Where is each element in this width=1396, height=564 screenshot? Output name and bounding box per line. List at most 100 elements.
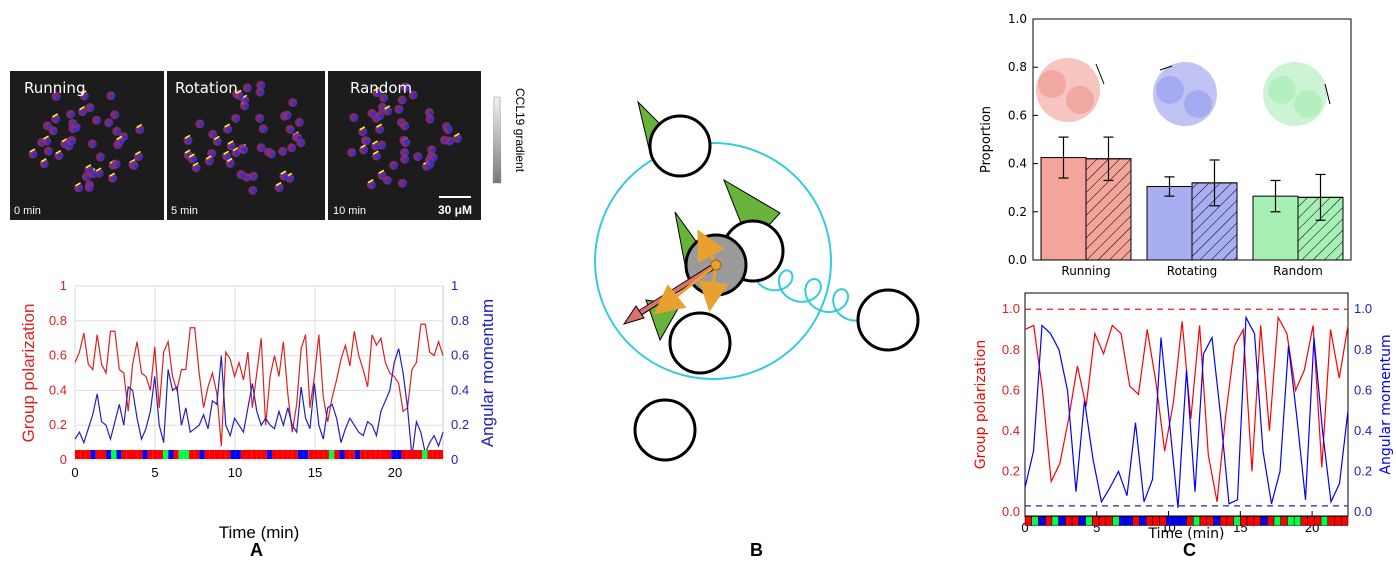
state-cell	[1226, 516, 1234, 526]
state-cell	[1206, 516, 1214, 526]
cell-vector	[376, 123, 382, 128]
cell-nucleus	[46, 139, 51, 145]
cell-nucleus	[226, 155, 231, 160]
schematic-b	[594, 100, 920, 462]
ytick-left: 0.0	[1002, 504, 1020, 519]
state-cell	[1166, 516, 1174, 526]
state-cell	[157, 450, 164, 459]
gradient-label: CCL19 gradient	[513, 88, 527, 173]
cell-nucleus	[88, 168, 94, 173]
state-cell	[1334, 516, 1342, 526]
cell-vector	[188, 153, 195, 158]
cell-vector	[372, 140, 379, 145]
panel-label-c: C	[1183, 540, 1196, 560]
state-cell	[147, 450, 153, 459]
cell-nucleus	[299, 121, 304, 126]
ytick: 1.0	[1008, 12, 1027, 26]
ytick-left: 0.4	[49, 382, 67, 397]
cell-vector	[372, 150, 379, 155]
cell-nucleus	[362, 130, 367, 136]
state-cell	[365, 450, 371, 459]
state-cell	[1287, 516, 1295, 526]
state-cell	[303, 450, 309, 459]
state-cell	[313, 450, 319, 459]
state-cell	[178, 450, 184, 459]
micrograph-time-0: 0 min	[14, 205, 41, 217]
state-cell	[225, 450, 231, 459]
cell-nucleus	[239, 94, 244, 99]
cell-vector	[205, 155, 212, 160]
cell-nucleus	[70, 139, 75, 145]
state-cell	[1038, 516, 1046, 526]
state-cell	[1179, 516, 1187, 526]
cell-vector	[75, 182, 81, 187]
ytick-right: 0.2	[1354, 463, 1372, 478]
state-cell	[204, 450, 210, 459]
cell-nucleus	[240, 173, 246, 178]
ytick-right: 0.4	[451, 382, 469, 397]
state-cell	[1092, 516, 1100, 526]
cell-nucleus	[116, 130, 121, 135]
state-cell	[183, 450, 190, 459]
cell-bottom	[668, 311, 732, 375]
ytick-left: 0	[60, 452, 67, 467]
xtick: 5	[1093, 520, 1100, 535]
cell-nucleus	[260, 146, 266, 151]
cell-nucleus	[114, 113, 119, 119]
state-cell	[1031, 516, 1039, 526]
cell-nucleus	[252, 189, 257, 194]
chart-c-polarization: 0.0 0.00.2 0.20.4 0.40.6 0.60.8 0.81.0 1.00 5 10…	[973, 292, 1394, 542]
state-cell	[396, 450, 402, 459]
cell-vector	[52, 113, 59, 118]
state-cell	[1246, 516, 1255, 526]
cell-nucleus	[244, 104, 249, 110]
state-cell	[277, 450, 283, 459]
cell-nucleus	[432, 156, 438, 161]
state-cell	[1320, 516, 1329, 526]
chart-c-bottom-frame	[1024, 292, 1349, 517]
cell-nucleus	[297, 135, 302, 141]
cell-vector	[384, 105, 391, 110]
cell-nucleus	[112, 177, 117, 182]
ytick-left: 1	[60, 278, 67, 293]
cell-nucleus	[55, 117, 60, 123]
panel-label-b: B	[750, 540, 763, 560]
state-cell	[339, 450, 345, 459]
state-cell	[1186, 516, 1194, 526]
state-cell	[152, 450, 158, 459]
state-cell	[417, 450, 423, 459]
state-cell	[385, 450, 392, 459]
state-cell	[1327, 516, 1335, 526]
state-cell	[1199, 516, 1207, 526]
chart-a-polarization: 0 00.2 0.20.4 0.40.6 0.60.8 0.81 10 5 10 15 20Time…	[19, 278, 497, 542]
cell-nucleus	[244, 99, 249, 104]
state-cell	[391, 450, 397, 459]
state-cell	[100, 450, 107, 459]
state-cell	[1085, 516, 1093, 526]
bar-inset-running	[1036, 58, 1105, 122]
state-cell	[168, 450, 174, 459]
state-cell	[318, 450, 324, 459]
cell-right	[856, 288, 920, 352]
cell-vector	[280, 170, 287, 175]
state-cell	[1132, 516, 1140, 526]
micrograph-time-5: 5 min	[171, 205, 198, 217]
state-cell	[406, 450, 412, 459]
cell-vector	[360, 144, 367, 149]
cell-nucleus	[260, 84, 265, 89]
cell-nucleus	[376, 154, 381, 160]
cell-nucleus	[283, 174, 289, 180]
cell-nucleus	[82, 110, 87, 115]
state-cell	[308, 450, 314, 459]
cell-cluster	[28, 80, 462, 195]
state-cell	[1078, 516, 1086, 526]
state-cell	[380, 450, 386, 459]
cell-nucleus	[278, 186, 284, 191]
state-cell	[349, 450, 355, 459]
state-cell	[282, 450, 288, 459]
state-cell	[432, 450, 438, 459]
y-axis-label-left: Group polarization	[973, 340, 989, 469]
ytick-right: 0.8	[1354, 342, 1372, 357]
state-cell	[287, 450, 293, 459]
state-cell	[1118, 516, 1127, 526]
